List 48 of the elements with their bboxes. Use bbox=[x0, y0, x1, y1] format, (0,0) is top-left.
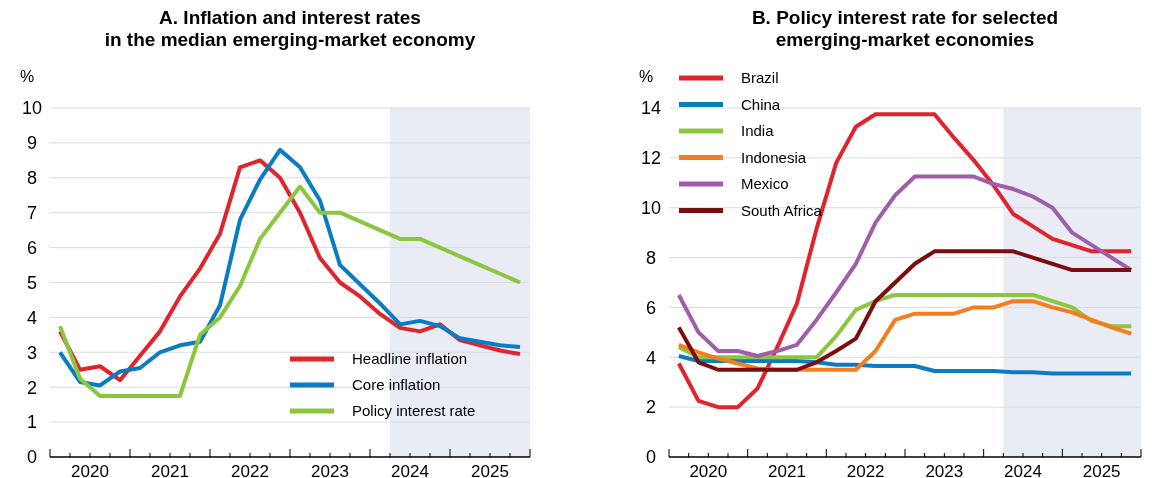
x-tick-label: 2020 bbox=[689, 462, 728, 478]
y-tick-label: 6 bbox=[26, 237, 38, 258]
y-tick-label: 14 bbox=[640, 98, 662, 119]
y-tick-label: 0 bbox=[645, 447, 657, 468]
line-series bbox=[676, 174, 1134, 359]
legend-label: Policy interest rate bbox=[352, 402, 476, 420]
x-tick-label: 2024 bbox=[1004, 462, 1042, 478]
y-tick-label: 1 bbox=[26, 412, 38, 433]
legend-label: China bbox=[741, 95, 781, 113]
y-tick-label: 12 bbox=[640, 148, 662, 169]
y-tick-label: 7 bbox=[26, 203, 38, 223]
y-tick-label: 5 bbox=[26, 272, 38, 293]
x-tick-label: 2021 bbox=[151, 462, 189, 478]
legend-label: Headline inflation bbox=[352, 350, 468, 368]
y-tick-label: 10 bbox=[21, 98, 43, 119]
x-tick-label: 2023 bbox=[311, 462, 349, 478]
y-tick-label: 10 bbox=[640, 198, 662, 219]
x-tick-label: 2022 bbox=[846, 462, 885, 478]
y-axis-title: % bbox=[20, 68, 35, 85]
legend-label: Indonesia bbox=[741, 148, 807, 166]
x-tick-label: 2020 bbox=[71, 462, 109, 478]
y-tick-label: 9 bbox=[26, 133, 38, 154]
y-tick-label: 8 bbox=[26, 168, 38, 189]
x-tick-label: 2021 bbox=[768, 462, 806, 478]
x-tick-label: 2022 bbox=[231, 462, 269, 478]
y-tick-label: 2 bbox=[645, 397, 657, 418]
y-tick-label: 6 bbox=[645, 297, 657, 318]
legend-label: India bbox=[741, 122, 775, 140]
chart-title: B. Policy interest rate for selected emerging-market economies bbox=[751, 7, 1059, 50]
line-series bbox=[676, 354, 1134, 376]
x-tick-label: 2025 bbox=[1082, 462, 1121, 478]
line-series bbox=[58, 184, 522, 398]
legend-label: Mexico bbox=[741, 175, 789, 193]
x-tick-label: 2023 bbox=[925, 462, 964, 478]
line-series bbox=[676, 112, 1134, 410]
y-tick-label: 2 bbox=[26, 377, 38, 398]
chart-title: A. Inflation and interest rates in the median emerging-market economy bbox=[104, 7, 476, 50]
y-tick-label: 3 bbox=[26, 342, 38, 363]
y-tick-label: 0 bbox=[26, 447, 38, 468]
y-tick-label: 8 bbox=[645, 247, 657, 268]
y-tick-label: 4 bbox=[645, 347, 657, 368]
y-tick-label: 4 bbox=[26, 307, 38, 328]
x-tick-label: 2024 bbox=[391, 462, 429, 478]
legend-label: Core inflation bbox=[352, 376, 441, 394]
line-series bbox=[676, 249, 1134, 372]
x-tick-label: 2025 bbox=[471, 462, 509, 478]
y-axis-title: % bbox=[639, 68, 654, 85]
legend-label: Brazil bbox=[741, 69, 779, 87]
